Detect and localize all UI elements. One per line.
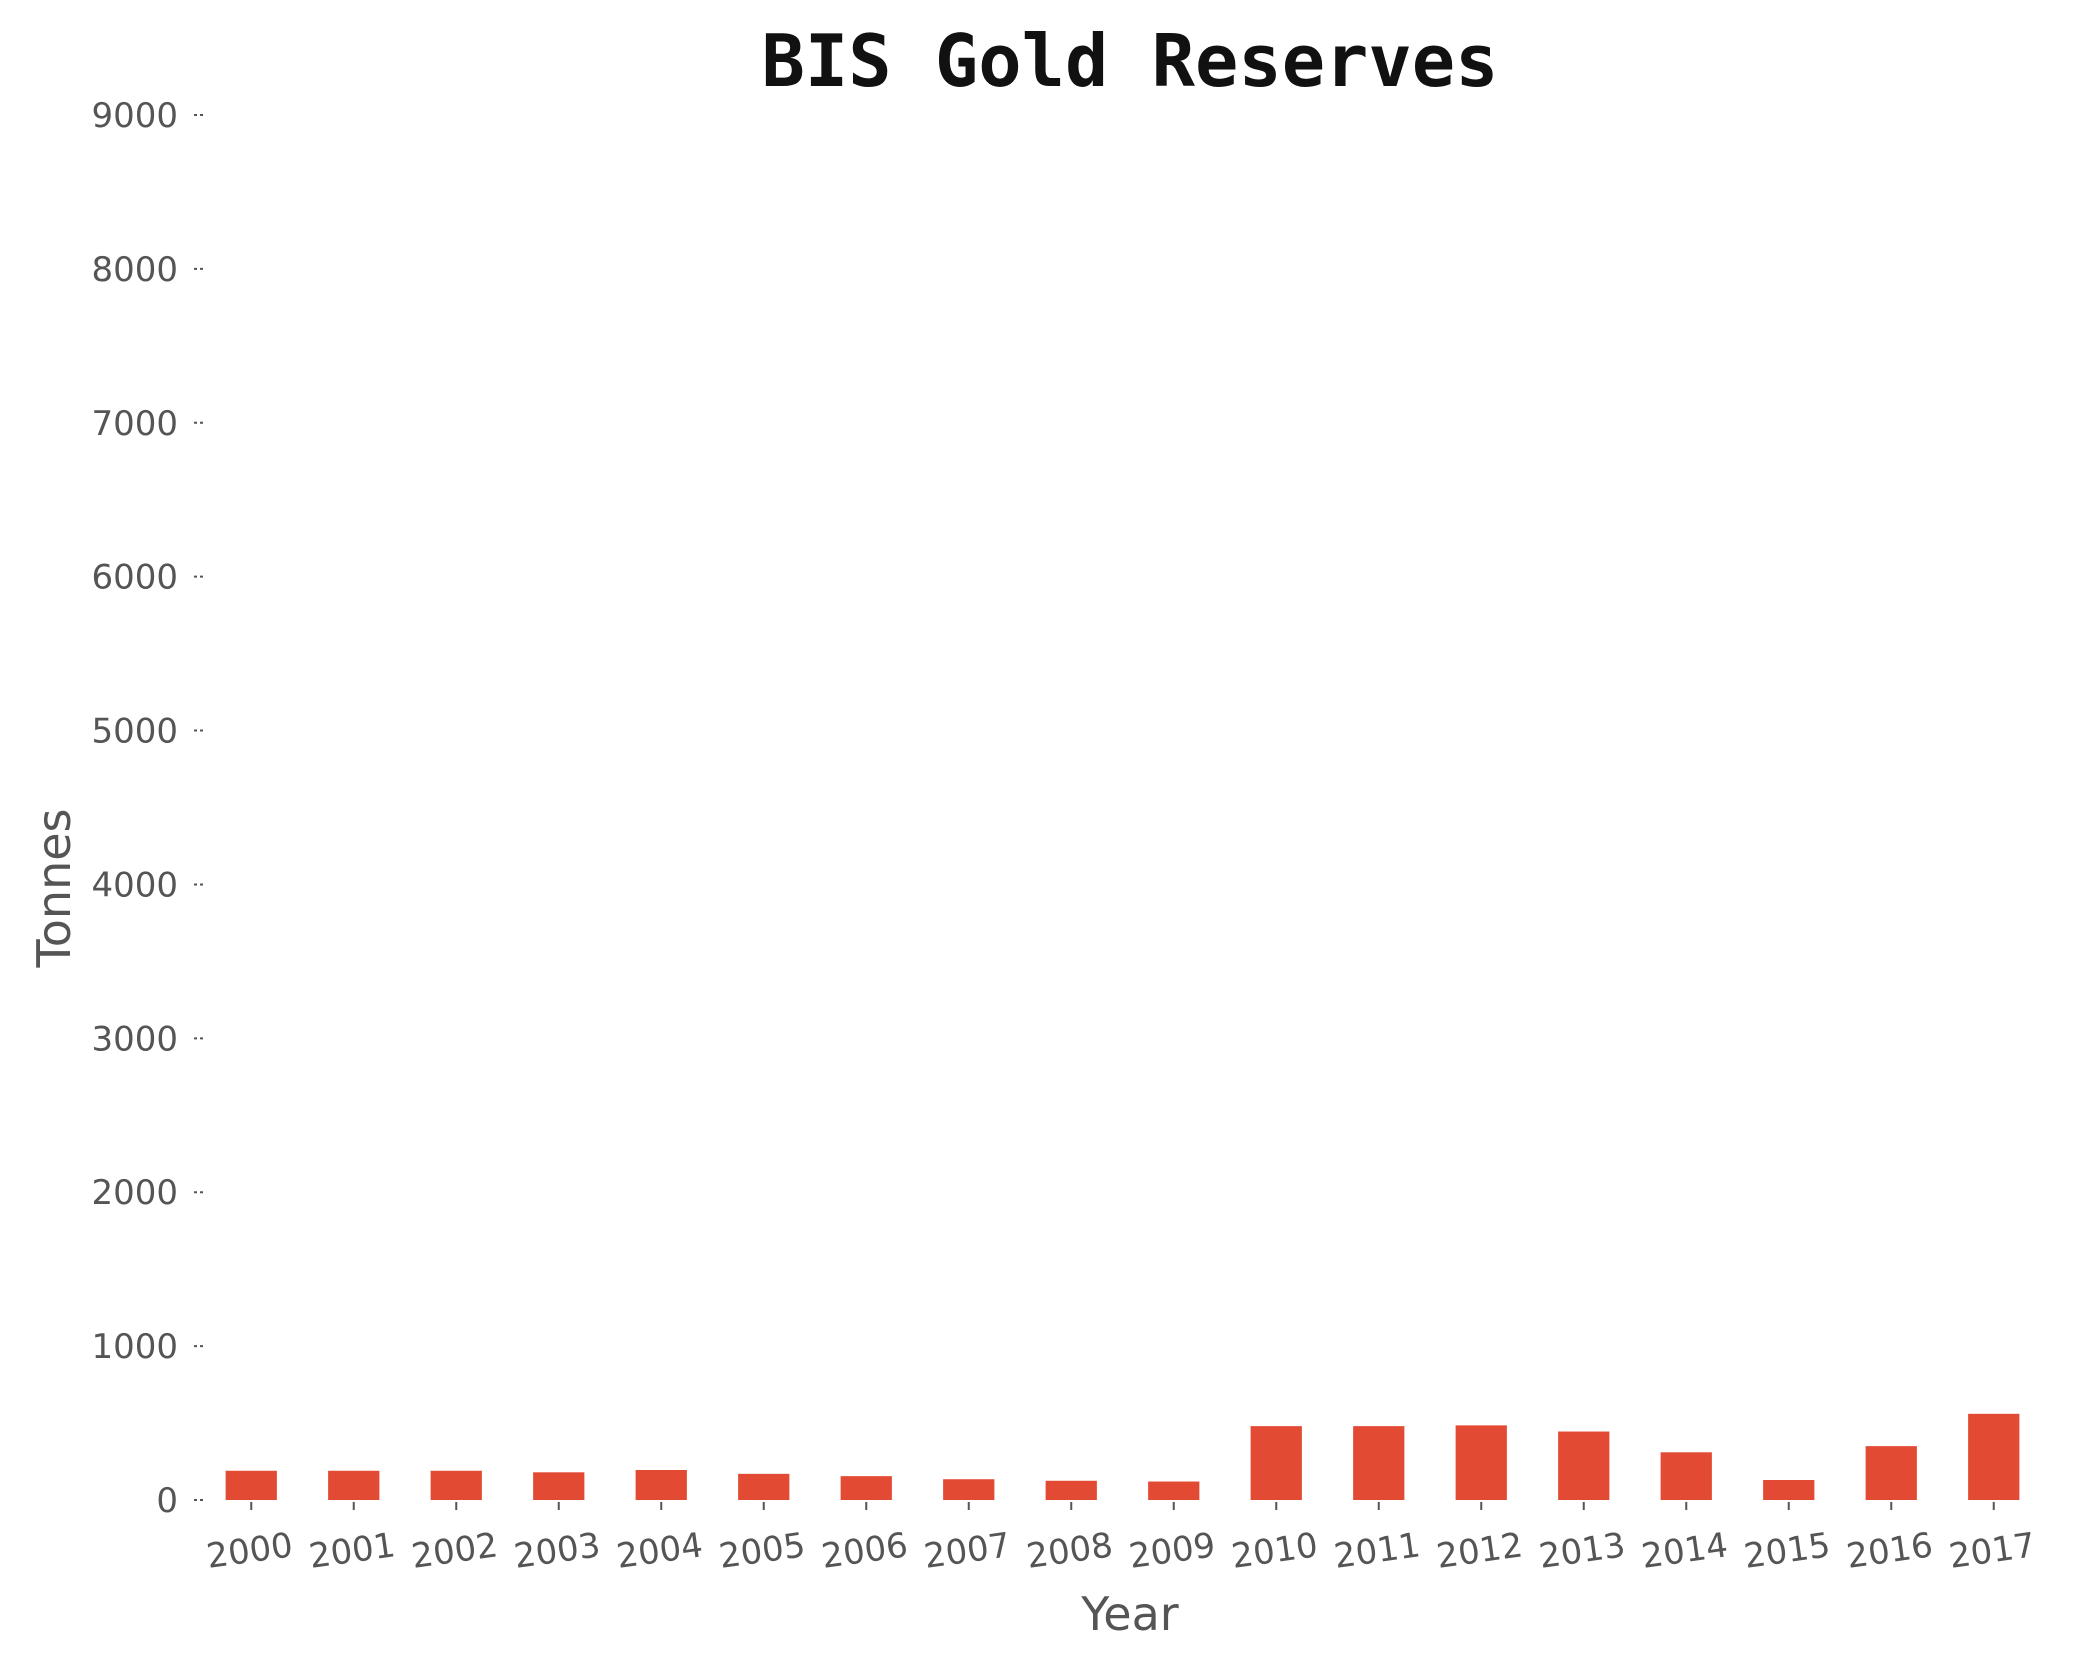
x-tick-label: 2007: [922, 1525, 1013, 1577]
bar-2017: [1968, 1413, 2020, 1500]
bar-2015: [1763, 1479, 1815, 1500]
y-tick-label: 6000: [91, 558, 178, 598]
bar-2004: [635, 1469, 687, 1500]
x-tick-label: 2011: [1332, 1525, 1423, 1577]
x-tick-label: 2013: [1537, 1525, 1628, 1577]
y-axis: 0 1000 2000 3000 4000 5000 6000 7000 8000 9000: [91, 96, 205, 1521]
bar-2006: [840, 1476, 892, 1500]
bar-2005: [738, 1473, 790, 1500]
y-tick-label: 3000: [91, 1019, 178, 1059]
x-tick-label: 2016: [1844, 1525, 1935, 1577]
x-tick-label: 2010: [1229, 1525, 1320, 1577]
x-tick-label: 2002: [409, 1525, 500, 1577]
x-tick-label: 2006: [819, 1525, 910, 1577]
y-tick-label: 4000: [91, 865, 178, 905]
bar-2011: [1353, 1426, 1405, 1500]
chart-title: BIS Gold Reserves: [762, 19, 1499, 103]
bar-2008: [1045, 1480, 1097, 1500]
bar-2001: [328, 1470, 380, 1500]
y-tick-label: 8000: [91, 250, 178, 290]
x-tick-label: 2008: [1024, 1525, 1115, 1577]
x-tick-label: 2014: [1639, 1525, 1730, 1577]
x-tick-label: 2001: [307, 1525, 398, 1577]
bar-2007: [943, 1479, 995, 1500]
bar-2009: [1148, 1481, 1200, 1500]
bar-2016: [1865, 1446, 1917, 1500]
y-tick-label: 5000: [91, 712, 178, 752]
bar-2013: [1558, 1431, 1610, 1500]
x-tick-label: 2004: [614, 1525, 705, 1577]
bar-2010: [1250, 1426, 1302, 1500]
y-tick-label: 1000: [91, 1327, 178, 1367]
y-tick-label: 7000: [91, 404, 178, 444]
x-tick-label: 2003: [512, 1525, 603, 1577]
x-tick-label: 2015: [1742, 1525, 1833, 1577]
bars: [225, 1413, 2020, 1500]
y-tick-label: 9000: [91, 96, 178, 136]
y-axis-label: Tonnes: [27, 808, 81, 968]
bar-2000: [225, 1470, 277, 1500]
x-tick-label: 2012: [1434, 1525, 1525, 1577]
y-tick-label: 0: [156, 1481, 178, 1521]
x-axis-label: Year: [1080, 1587, 1178, 1641]
x-tick-label: 2005: [717, 1525, 808, 1577]
bar-2014: [1660, 1452, 1712, 1500]
x-tick-label: 2000: [204, 1525, 295, 1577]
bar-2002: [430, 1470, 482, 1500]
x-tick-label: 2017: [1947, 1525, 2038, 1577]
x-axis: 2000 2001 2002 2003 2004 2005 2006 2007 2008 2009…: [204, 1502, 2038, 1577]
bar-2003: [533, 1472, 585, 1500]
x-tick-label: 2009: [1127, 1525, 1218, 1577]
y-tick-label: 2000: [91, 1173, 178, 1213]
bar-2012: [1455, 1425, 1507, 1500]
